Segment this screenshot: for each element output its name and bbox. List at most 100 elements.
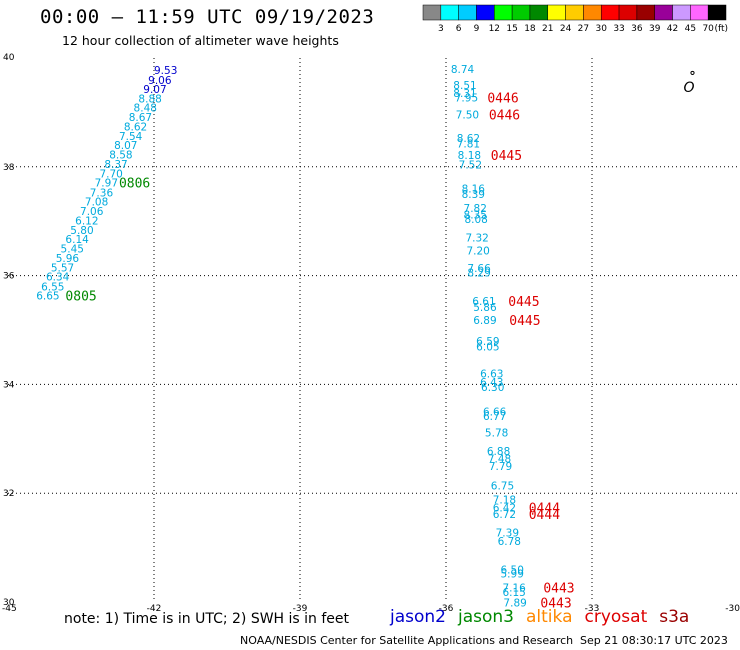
swh-label: 7.48 <box>488 453 511 465</box>
swh-label: 6.15 <box>502 587 525 599</box>
swh-label: 9.06 <box>148 75 172 87</box>
pass-time-label: 0444 <box>529 508 560 523</box>
swh-label: 7.52 <box>459 160 482 172</box>
legend-cryosat: cryosat <box>584 607 648 627</box>
pass-time-label: 0444 <box>529 501 560 516</box>
colorbar-tick-label: 9 <box>474 24 480 34</box>
credit-text: NOAA/NESDIS Center for Satellite Applica… <box>240 634 574 647</box>
colorbar-swatch <box>440 4 459 21</box>
swh-label: 7.54 <box>119 131 143 143</box>
swh-label: 8.37 <box>104 159 127 171</box>
swh-label: 6.50 <box>501 564 524 576</box>
colorbar-tick-label: 15 <box>506 24 517 34</box>
map-features: O <box>683 70 695 96</box>
swh-label: 8.31 <box>453 88 476 100</box>
x-tick-label: -42 <box>147 604 162 614</box>
swh-label: 6.55 <box>41 281 64 293</box>
colorbar-tick-label: 6 <box>456 24 462 34</box>
y-tick-label: 36 <box>3 272 15 282</box>
chart-title: 00:00 – 11:59 UTC 09/19/2023 <box>40 6 375 28</box>
swh-label: 7.79 <box>489 461 512 473</box>
x-tick-label: -45 <box>2 604 17 614</box>
colorbar-swatch <box>690 4 709 21</box>
swh-label: 8.67 <box>129 112 152 124</box>
swh-label: 8.88 <box>138 93 161 105</box>
swh-label: 6.66 <box>483 407 507 419</box>
colorbar-tick-label: 24 <box>560 24 572 34</box>
swh-label: 6.30 <box>481 382 504 394</box>
colorbar-swatch <box>707 4 727 21</box>
swh-label: 8.39 <box>462 189 485 201</box>
swh-label: 6.59 <box>476 336 499 348</box>
pass-time-label: 0445 <box>508 295 539 310</box>
pass-time-label: 0443 <box>543 581 574 596</box>
footer-note: note: 1) Time is in UTC; 2) SWH is in fe… <box>64 611 350 627</box>
colorbar-unit-label: (ft) <box>714 24 728 34</box>
swh-label: 8.07 <box>114 140 137 152</box>
pass-time-label: 0443 <box>540 597 571 612</box>
swh-label: 6.72 <box>493 509 516 521</box>
swh-label: 7.32 <box>465 233 488 245</box>
swh-label: 8.16 <box>462 184 486 196</box>
y-tick-label: 38 <box>3 163 15 173</box>
swh-label: 7.82 <box>464 203 487 215</box>
swh-label: 8.18 <box>458 150 481 162</box>
colorbar-swatch <box>583 4 602 21</box>
colorbar-legend: 3 6 9 12 15 18 21 24 27 30 33 36 39 42 45 70 (ft) <box>422 4 728 34</box>
swh-label: 7.70 <box>99 168 122 180</box>
swh-label: 8.74 <box>451 64 475 76</box>
swh-label: 6.63 <box>480 369 503 381</box>
swh-label: 7.16 <box>502 582 526 594</box>
swh-label: 6.65 <box>36 291 59 303</box>
pass-time-label: 0446 <box>489 109 520 124</box>
swh-label: 7.95 <box>455 93 478 105</box>
grid <box>8 58 738 602</box>
azores-island-outline: O <box>683 80 694 96</box>
swh-label: 7.97 <box>95 178 118 190</box>
swh-label: 5.86 <box>473 302 497 314</box>
colorbar-swatch <box>422 4 442 21</box>
x-tick-label: -30 <box>725 604 740 614</box>
swh-label: 5.80 <box>70 225 93 237</box>
colorbar-tick-label: 33 <box>613 24 624 34</box>
series-cryosat: 8.74 8.518.317.95 7.50 8.627.818.187.52 8.16… <box>451 64 575 612</box>
swh-label: 8.48 <box>134 103 157 115</box>
x-tick-label: -39 <box>293 604 308 614</box>
colorbar-swatch <box>618 4 638 21</box>
colorbar-swatch <box>494 4 513 21</box>
swh-label: 5.96 <box>56 253 80 265</box>
swh-label: 6.42 <box>493 502 516 514</box>
y-tick-label: 34 <box>3 380 15 390</box>
colorbar-tick-label: 30 <box>596 24 608 34</box>
colorbar-tick-label: 18 <box>524 24 536 34</box>
swh-label: 7.81 <box>457 138 480 150</box>
legend-s3a: s3a <box>659 607 690 627</box>
swh-label: 8.58 <box>109 149 132 161</box>
chart-subtitle: 12 hour collection of altimeter wave hei… <box>62 33 339 48</box>
y-tick-label: 40 <box>3 53 15 63</box>
swh-label: 7.39 <box>496 527 519 539</box>
swh-label: 5.45 <box>61 243 84 255</box>
swh-label: 6.05 <box>476 341 499 353</box>
pass-time-label: 0446 <box>487 92 518 107</box>
generated-timestamp: Sep 21 08:30:17 UTC 2023 <box>580 634 728 647</box>
colorbar-tick-label: 21 <box>542 24 553 34</box>
colorbar-swatch <box>476 4 495 21</box>
swh-label: 6.89 <box>473 315 496 327</box>
swh-label: 6.12 <box>75 216 98 228</box>
swh-label: 6.61 <box>472 296 495 308</box>
colorbar-swatch <box>458 4 477 21</box>
swh-label: 7.89 <box>503 598 526 610</box>
colorbar-swatch <box>654 4 673 21</box>
colorbar-tick-label: 12 <box>489 24 500 34</box>
x-tick-label: -36 <box>439 604 454 614</box>
swh-label: 6.77 <box>483 411 506 423</box>
swh-label: 5.78 <box>485 427 508 439</box>
pass-time-label: 0806 <box>119 177 150 192</box>
swh-label: 6.14 <box>65 234 89 246</box>
swh-label: 7.18 <box>493 495 516 507</box>
swh-label: 6.34 <box>46 272 70 284</box>
data-marks: 9.539.069.078.888.488.678.627.548.078.58… <box>36 64 574 612</box>
swh-label: 8.62 <box>457 133 480 145</box>
colorbar-tick-label: 36 <box>631 24 643 34</box>
